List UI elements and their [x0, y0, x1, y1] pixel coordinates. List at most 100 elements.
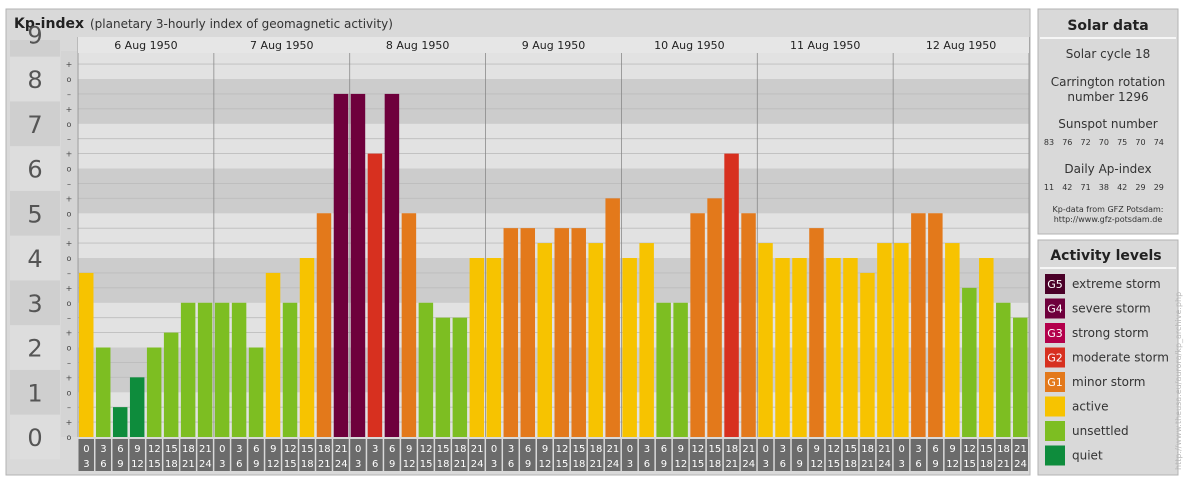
- time-slot-end: 9: [525, 459, 531, 470]
- kp-bar: [554, 228, 569, 437]
- time-slot-cell: [876, 439, 893, 471]
- kp-bar: [962, 287, 977, 437]
- time-slot-cell: [163, 439, 179, 471]
- time-slot-end: 3: [491, 459, 497, 470]
- time-slot-start: 21: [607, 444, 620, 455]
- kp-bar: [163, 332, 179, 437]
- y-minor-tick: +: [66, 239, 73, 248]
- time-slot-start: 3: [372, 444, 378, 455]
- kp-bar: [622, 258, 637, 437]
- legend-swatch: [1045, 421, 1065, 441]
- y-band: [10, 146, 60, 191]
- day-label: 10 Aug 1950: [654, 39, 724, 52]
- y-minor-tick: o: [67, 299, 72, 308]
- sunspot-value: 70: [1099, 138, 1109, 147]
- time-slot-cell: [129, 439, 145, 471]
- time-slot-cell: [672, 439, 689, 471]
- kp-bar: [826, 258, 841, 437]
- day-label: 8 Aug 1950: [386, 39, 449, 52]
- time-slot-cell: [316, 439, 332, 471]
- sunspot-value: 72: [1081, 138, 1091, 147]
- time-slot-start: 3: [915, 444, 921, 455]
- time-slot-cell: [78, 439, 94, 471]
- time-slot-cell: [757, 439, 774, 471]
- legend-label: moderate storm: [1072, 351, 1169, 365]
- time-slot-end: 18: [301, 459, 314, 470]
- kp-bar: [299, 258, 315, 437]
- time-slot-end: 9: [389, 459, 395, 470]
- sunspot-value: 74: [1154, 138, 1164, 147]
- ap-value: 42: [1062, 183, 1072, 192]
- ap-value: 71: [1081, 183, 1091, 192]
- time-slot-cell: [214, 439, 230, 471]
- minor-column-bg: [61, 51, 77, 437]
- time-slot-cell: [231, 439, 247, 471]
- y-minor-tick: +: [66, 373, 73, 382]
- time-slot-start: 12: [556, 444, 569, 455]
- y-minor-tick: –: [67, 90, 71, 99]
- time-slot-start: 15: [980, 444, 993, 455]
- time-slot-start: 15: [844, 444, 857, 455]
- y-minor-tick: –: [67, 314, 71, 323]
- legend-badge: G4: [1047, 303, 1063, 316]
- time-slot-start: 12: [827, 444, 840, 455]
- kp-bar: [741, 213, 756, 437]
- time-slot-end: 3: [219, 459, 225, 470]
- time-slot-start: 21: [742, 444, 755, 455]
- day-label: 12 Aug 1950: [926, 39, 996, 52]
- kp-bar: [520, 228, 536, 437]
- time-slot-cell: [995, 439, 1012, 471]
- ap-value: 29: [1135, 183, 1145, 192]
- time-slot-end: 24: [471, 459, 484, 470]
- legend-label: unsettled: [1072, 424, 1129, 438]
- time-slot-cell: [621, 439, 638, 471]
- time-slot-cell: [706, 439, 723, 471]
- chart-title: Kp-index: [14, 16, 84, 32]
- y-minor-axis: o + o + – o + – o + – o + – o + – o + – o + – o + –: [61, 51, 77, 442]
- time-slot-cell: [197, 439, 213, 471]
- time-slot-end: 6: [644, 459, 650, 470]
- time-slot-end: 18: [980, 459, 993, 470]
- time-slot-start: 21: [199, 444, 212, 455]
- time-slot-end: 18: [844, 459, 857, 470]
- time-slot-end: 6: [915, 459, 921, 470]
- time-slot-start: 21: [1014, 444, 1027, 455]
- time-slot-start: 9: [134, 444, 140, 455]
- time-slot-end: 15: [148, 459, 161, 470]
- y-band: [10, 56, 60, 102]
- time-slot-start: 12: [284, 444, 297, 455]
- time-slot-cell: [112, 439, 128, 471]
- legend-swatch: [1045, 298, 1065, 319]
- y-minor-tick: +: [66, 60, 73, 69]
- kp-bar: [503, 228, 519, 437]
- legend-badge: G2: [1047, 352, 1063, 365]
- time-slot-start: 0: [83, 444, 89, 455]
- y-minor-tick: o: [67, 388, 72, 397]
- legend-label: minor storm: [1072, 375, 1145, 389]
- y-minor-tick: –: [67, 179, 71, 188]
- kp-bar: [571, 228, 586, 437]
- time-slot-end: 12: [403, 459, 416, 470]
- time-slot-end: 3: [627, 459, 633, 470]
- y-tick-label: 7: [27, 111, 42, 139]
- band: [78, 213, 1029, 258]
- time-slot-start: 15: [573, 444, 586, 455]
- time-slot-end: 21: [318, 459, 331, 470]
- time-slot-start: 6: [253, 444, 259, 455]
- kp-bar: [367, 153, 383, 437]
- sunspot-value: 76: [1062, 138, 1072, 147]
- kp-bar: [792, 258, 807, 437]
- legend-badge: G3: [1047, 327, 1063, 340]
- kp-bar: [401, 213, 417, 437]
- legend-swatch: [1045, 445, 1065, 466]
- time-slot-start: 18: [590, 444, 603, 455]
- kp-bar: [724, 153, 739, 437]
- kp-bar: [316, 213, 332, 437]
- solar-data-heading: Solar data: [1067, 18, 1148, 34]
- legend-swatch: [1045, 323, 1065, 343]
- y-minor-tick: o: [67, 75, 72, 84]
- time-slot-end: 18: [165, 459, 178, 470]
- y-axis: 0 1 2 3 4 5 6 7 8 9: [10, 21, 60, 460]
- y-band: [10, 235, 60, 281]
- time-slot-end: 21: [590, 459, 603, 470]
